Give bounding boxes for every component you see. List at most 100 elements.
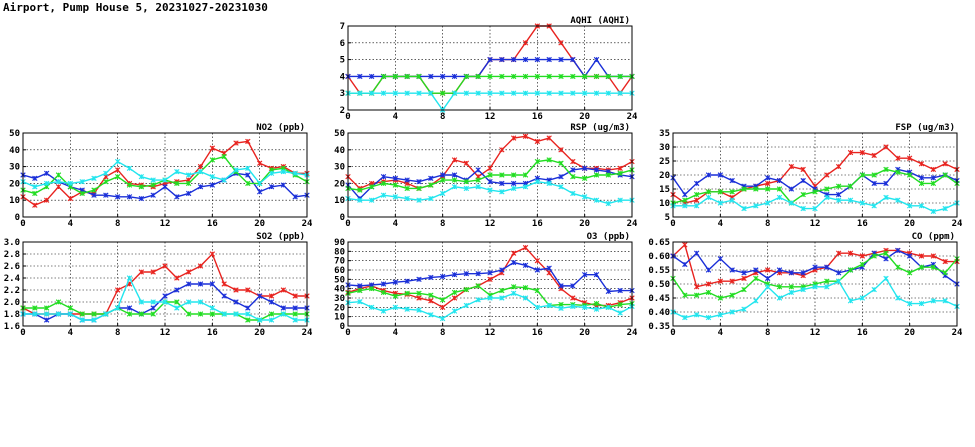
y-tick-label: 35 bbox=[659, 129, 670, 139]
data-point-green bbox=[357, 287, 363, 294]
y-tick-label: 80 bbox=[334, 247, 345, 257]
y-tick-label: 20 bbox=[334, 179, 345, 189]
y-tick-label: 2.6 bbox=[4, 262, 20, 272]
data-point-cyan bbox=[404, 306, 410, 312]
data-point-green bbox=[138, 311, 145, 317]
x-tick-label: 4 bbox=[718, 328, 724, 338]
data-point-cyan bbox=[883, 194, 889, 201]
data-point-green bbox=[487, 172, 493, 178]
data-point-cyan bbox=[570, 90, 576, 96]
data-point-blue bbox=[729, 267, 735, 273]
data-point-red bbox=[487, 276, 493, 283]
data-point-red bbox=[150, 269, 156, 275]
data-point-cyan bbox=[67, 180, 74, 187]
data-point-blue bbox=[693, 180, 700, 187]
data-point-red bbox=[522, 133, 529, 140]
x-tick-label: 24 bbox=[627, 112, 638, 122]
data-point-green bbox=[522, 73, 529, 80]
data-point-blue bbox=[593, 271, 600, 278]
data-point-red bbox=[942, 258, 948, 265]
x-tick-label: 12 bbox=[810, 219, 821, 229]
data-point-green bbox=[729, 292, 735, 298]
data-point-blue bbox=[126, 305, 133, 311]
data-point-cyan bbox=[682, 314, 688, 321]
data-point-red bbox=[439, 304, 446, 311]
y-tick-label: 0.45 bbox=[648, 294, 670, 304]
data-point-cyan bbox=[906, 203, 913, 209]
data-point-blue bbox=[510, 56, 517, 63]
data-point-blue bbox=[800, 177, 806, 184]
data-point-cyan bbox=[162, 177, 168, 183]
data-point-blue bbox=[918, 175, 925, 181]
data-point-cyan bbox=[605, 304, 612, 311]
data-point-cyan bbox=[368, 197, 375, 203]
data-point-blue bbox=[883, 180, 889, 187]
data-point-cyan bbox=[392, 304, 399, 311]
y-tick-label: 40 bbox=[334, 146, 345, 156]
data-point-green bbox=[368, 184, 375, 190]
data-point-green bbox=[209, 311, 216, 317]
data-point-blue bbox=[150, 192, 156, 198]
data-point-green bbox=[380, 289, 387, 296]
data-point-blue bbox=[404, 177, 410, 183]
data-point-cyan bbox=[439, 315, 446, 322]
data-point-cyan bbox=[930, 208, 937, 215]
series-line-green bbox=[23, 301, 307, 321]
data-point-green bbox=[930, 264, 937, 270]
data-point-red bbox=[67, 195, 74, 202]
data-point-green bbox=[918, 180, 925, 187]
data-point-green bbox=[55, 299, 62, 305]
data-point-cyan bbox=[428, 312, 434, 318]
data-point-blue bbox=[776, 177, 783, 184]
chart-fsp: 0 4 8 12 16 20 24 5 10 15 20 25 30 35 FSP (ug/m3) bbox=[659, 123, 963, 229]
data-point-green bbox=[510, 284, 517, 290]
data-point-cyan bbox=[380, 308, 387, 314]
data-point-red bbox=[534, 138, 541, 145]
data-point-cyan bbox=[475, 297, 481, 303]
data-point-red bbox=[871, 152, 877, 159]
data-point-red bbox=[487, 165, 493, 171]
x-tick-label: 0 bbox=[345, 328, 350, 338]
data-point-blue bbox=[475, 167, 481, 173]
data-point-green bbox=[174, 299, 180, 305]
data-point-blue bbox=[280, 305, 287, 311]
data-point-blue bbox=[883, 256, 889, 262]
data-point-blue bbox=[392, 279, 399, 285]
data-point-green bbox=[79, 190, 85, 197]
data-point-green bbox=[174, 180, 180, 187]
data-point-blue bbox=[404, 278, 410, 284]
data-point-cyan bbox=[197, 299, 204, 305]
data-point-green bbox=[380, 73, 387, 80]
data-point-green bbox=[451, 289, 458, 296]
x-tick-label: 24 bbox=[952, 328, 963, 338]
data-point-cyan bbox=[741, 205, 747, 212]
data-point-cyan bbox=[705, 194, 712, 201]
data-point-blue bbox=[906, 253, 913, 259]
chart-title: SO2 (ppb) bbox=[256, 232, 305, 242]
data-point-green bbox=[510, 172, 517, 178]
data-point-green bbox=[558, 73, 564, 80]
data-point-blue bbox=[439, 273, 446, 280]
data-point-blue bbox=[776, 267, 783, 273]
data-point-red bbox=[729, 278, 735, 284]
y-tick-label: 0 bbox=[340, 213, 345, 223]
data-point-blue bbox=[221, 293, 227, 299]
y-tick-label: 3 bbox=[340, 89, 345, 99]
y-tick-label: 40 bbox=[334, 285, 345, 295]
y-tick-label: 10 bbox=[659, 199, 670, 209]
x-tick-label: 0 bbox=[20, 219, 25, 229]
data-point-green bbox=[682, 197, 688, 203]
plot-frame bbox=[347, 132, 633, 218]
data-point-cyan bbox=[522, 90, 529, 96]
data-point-green bbox=[847, 183, 854, 189]
x-tick-label: 16 bbox=[207, 219, 218, 229]
data-point-cyan bbox=[942, 298, 948, 304]
data-point-red bbox=[883, 144, 889, 150]
data-point-red bbox=[895, 155, 901, 161]
data-point-cyan bbox=[499, 90, 505, 96]
x-tick-label: 0 bbox=[20, 328, 25, 338]
data-point-green bbox=[753, 275, 759, 282]
data-point-cyan bbox=[256, 317, 263, 323]
data-point-blue bbox=[593, 167, 600, 173]
data-point-cyan bbox=[245, 311, 251, 317]
